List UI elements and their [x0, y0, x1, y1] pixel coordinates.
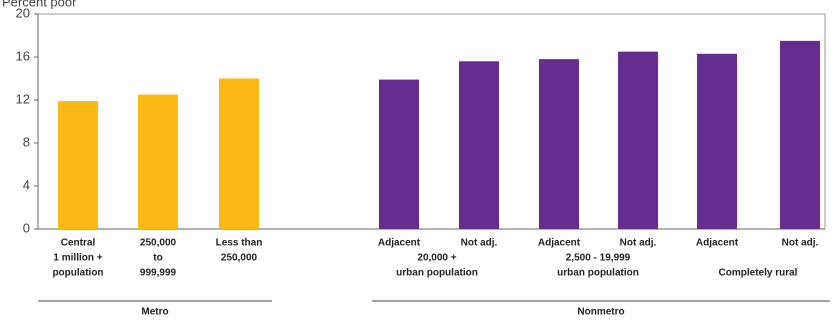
group-label: 2,500 - 19,999: [566, 253, 631, 264]
group-label: 20,000 +: [417, 253, 456, 264]
x-tick-label: Less than: [216, 238, 263, 249]
y-tick-label: 16: [16, 48, 30, 63]
bar: [459, 61, 499, 229]
x-tick-label: 999,999: [140, 268, 177, 279]
x-tick-label: 250,000: [140, 238, 177, 249]
bar: [780, 40, 820, 229]
y-axis-title: Percent poor: [2, 0, 77, 9]
x-tick-label: Not adj.: [782, 238, 819, 249]
y-tick-label: 12: [16, 91, 30, 106]
bar: [618, 51, 658, 229]
x-tick-label: 1 million +: [53, 253, 102, 264]
group-label: Metro: [141, 307, 168, 318]
bar: [219, 78, 259, 229]
group-label: Completely rural: [719, 268, 798, 279]
group-label: Nonmetro: [577, 307, 624, 318]
bar: [697, 53, 737, 230]
x-tick-label: Central: [61, 238, 96, 249]
x-tick-label: Not adj.: [461, 238, 498, 249]
y-tick-label: 4: [23, 177, 30, 192]
x-tick-label: Not adj.: [620, 238, 657, 249]
bar: [58, 101, 98, 229]
bar: [539, 59, 579, 230]
y-tick-label: 0: [23, 220, 30, 235]
y-tick-label: 20: [16, 5, 30, 20]
x-tick-label: Adjacent: [378, 238, 421, 249]
group-label: urban population: [557, 268, 639, 279]
x-tick-label: 250,000: [221, 253, 258, 264]
x-tick-label: to: [153, 253, 162, 264]
y-tick-label: 8: [23, 134, 30, 149]
bar: [138, 94, 178, 229]
x-tick-label: Adjacent: [696, 238, 739, 249]
x-tick-label: population: [52, 268, 103, 279]
x-tick-label: Adjacent: [538, 238, 581, 249]
bar: [379, 79, 419, 229]
group-label: urban population: [396, 268, 478, 279]
